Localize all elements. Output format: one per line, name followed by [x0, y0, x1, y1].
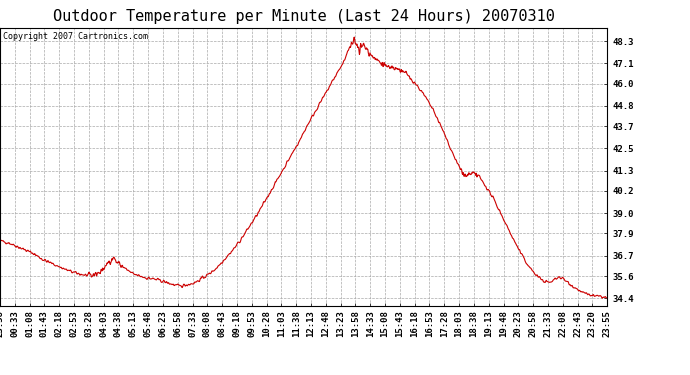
Text: Copyright 2007 Cartronics.com: Copyright 2007 Cartronics.com: [3, 32, 148, 41]
Text: Outdoor Temperature per Minute (Last 24 Hours) 20070310: Outdoor Temperature per Minute (Last 24 …: [52, 9, 555, 24]
